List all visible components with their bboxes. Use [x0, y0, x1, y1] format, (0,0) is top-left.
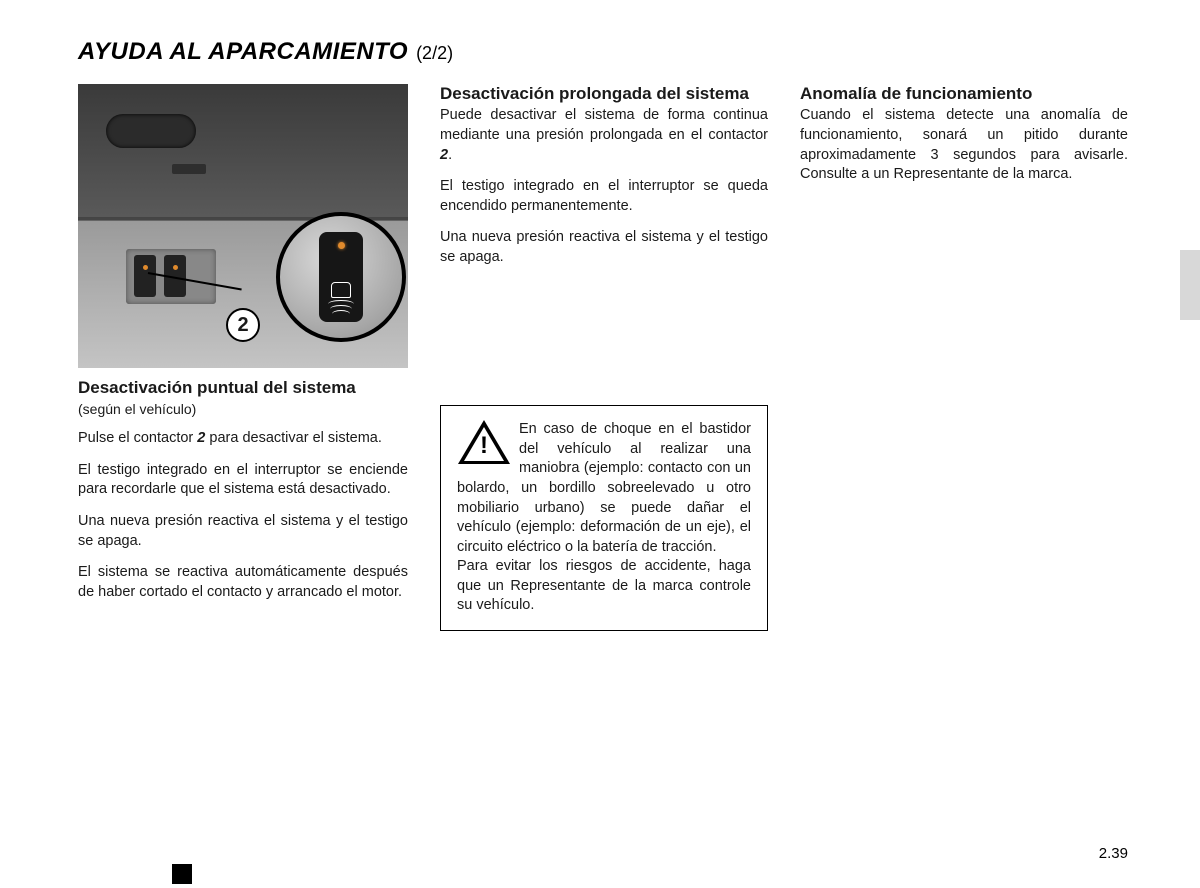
text-run: .	[448, 147, 452, 163]
car-sonar-icon	[328, 282, 354, 314]
text-run: Puede desactivar el sistema de forma con…	[440, 107, 768, 143]
switch-led-icon	[338, 242, 345, 249]
page-title-row: AYUDA AL APARCAMIENTO (2/2)	[78, 38, 1128, 66]
callout-number: 2	[237, 312, 248, 339]
col2-p1: Puede desactivar el sistema de forma con…	[440, 106, 768, 165]
text-run: Pulse el contactor	[78, 430, 197, 446]
car-outline-icon	[331, 282, 351, 298]
section-edge-tab	[1180, 250, 1200, 320]
col1-p3: Una nueva presión reactiva el sistema y …	[78, 512, 408, 551]
exclamation-icon: !	[457, 434, 511, 458]
col1-heading: Desactivación puntual del sistema	[78, 378, 408, 398]
sonar-arc-icon	[332, 310, 350, 318]
crop-mark	[172, 864, 192, 884]
switch-led-icon	[143, 265, 148, 270]
dashboard-photo: 38496 2	[78, 84, 408, 368]
switch-left	[134, 255, 156, 297]
ref-number: 2	[440, 147, 448, 163]
col1-p2: El testigo integrado en el interruptor s…	[78, 461, 408, 500]
dash-upper-shade	[78, 84, 408, 220]
col1-p4: El sistema se reactiva automáticamente d…	[78, 563, 408, 602]
column-2: Desactivación prolongada del sistema Pue…	[440, 84, 768, 631]
col2-heading: Desactivación prolongada del sistema	[440, 84, 768, 104]
warning-box: ! En caso de choque en el bastidor del v…	[440, 405, 768, 631]
col2-p2: El testigo integrado en el interruptor s…	[440, 177, 768, 216]
col1-p1: Pulse el contactor 2 para desactivar el …	[78, 429, 408, 449]
callout-circle: 2	[226, 308, 260, 342]
col1-subnote: (según el vehículo)	[78, 400, 408, 419]
page-title: AYUDA AL APARCAMIENTO	[78, 38, 408, 66]
col3-p1: Cuando el sistema detecte una anomalía d…	[800, 106, 1128, 184]
col2-p3: Una nueva presión reactiva el sistema y …	[440, 228, 768, 267]
dash-slot	[172, 164, 206, 174]
column-1: 38496 2	[78, 84, 408, 631]
zoom-inset	[276, 212, 406, 342]
page-number: 2.39	[1099, 845, 1128, 862]
manual-page: AYUDA AL APARCAMIENTO (2/2) 38496 2	[0, 0, 1200, 888]
page-counter: (2/2)	[416, 43, 453, 64]
col3-heading: Anomalía de funcionamiento	[800, 84, 1128, 104]
parking-assist-switch-icon	[319, 232, 363, 322]
warning-triangle-icon: !	[457, 420, 511, 468]
switch-led-icon	[173, 265, 178, 270]
columns: 38496 2	[78, 84, 1128, 631]
warning-p2: Para evitar los riesgos de accidente, ha…	[457, 558, 751, 613]
column-3: Anomalía de funcionamiento Cuando el sis…	[800, 84, 1128, 631]
air-vent	[106, 114, 196, 148]
text-run: para desactivar el sistema.	[205, 430, 382, 446]
